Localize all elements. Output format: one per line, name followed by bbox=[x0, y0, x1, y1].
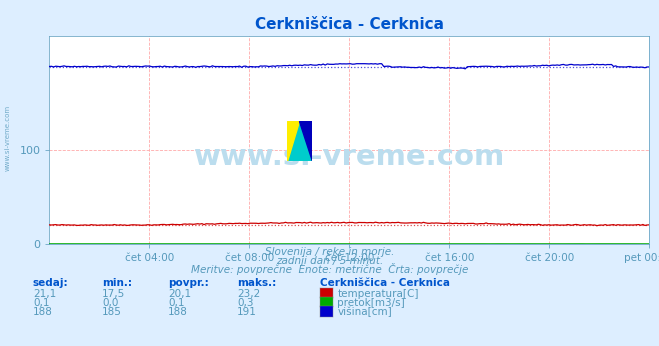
Text: 0,3: 0,3 bbox=[237, 298, 254, 308]
Text: 0,1: 0,1 bbox=[33, 298, 49, 308]
Text: 188: 188 bbox=[33, 307, 53, 317]
Text: zadnji dan / 5 minut.: zadnji dan / 5 minut. bbox=[276, 256, 383, 266]
Text: povpr.:: povpr.: bbox=[168, 278, 209, 288]
Text: www.si-vreme.com: www.si-vreme.com bbox=[5, 105, 11, 172]
Text: 0,1: 0,1 bbox=[168, 298, 185, 308]
Text: 188: 188 bbox=[168, 307, 188, 317]
Text: min.:: min.: bbox=[102, 278, 132, 288]
Text: 0,0: 0,0 bbox=[102, 298, 119, 308]
Text: Cerkniščica - Cerknica: Cerkniščica - Cerknica bbox=[320, 278, 449, 288]
Text: sedaj:: sedaj: bbox=[33, 278, 69, 288]
Text: www.si-vreme.com: www.si-vreme.com bbox=[194, 143, 505, 171]
Text: 191: 191 bbox=[237, 307, 257, 317]
Polygon shape bbox=[299, 121, 312, 161]
Text: 20,1: 20,1 bbox=[168, 289, 191, 299]
Polygon shape bbox=[287, 121, 299, 161]
Text: temperatura[C]: temperatura[C] bbox=[337, 289, 419, 299]
Text: Slovenija / reke in morje.: Slovenija / reke in morje. bbox=[265, 247, 394, 257]
Title: Cerkniščica - Cerknica: Cerkniščica - Cerknica bbox=[255, 17, 444, 33]
Text: višina[cm]: višina[cm] bbox=[337, 307, 392, 317]
Text: 17,5: 17,5 bbox=[102, 289, 125, 299]
Text: Meritve: povprečne  Enote: metrične  Črta: povprečje: Meritve: povprečne Enote: metrične Črta:… bbox=[191, 263, 468, 275]
Text: 185: 185 bbox=[102, 307, 122, 317]
Text: pretok[m3/s]: pretok[m3/s] bbox=[337, 298, 405, 308]
Text: 23,2: 23,2 bbox=[237, 289, 260, 299]
Text: 21,1: 21,1 bbox=[33, 289, 56, 299]
Text: maks.:: maks.: bbox=[237, 278, 277, 288]
Polygon shape bbox=[287, 121, 312, 161]
